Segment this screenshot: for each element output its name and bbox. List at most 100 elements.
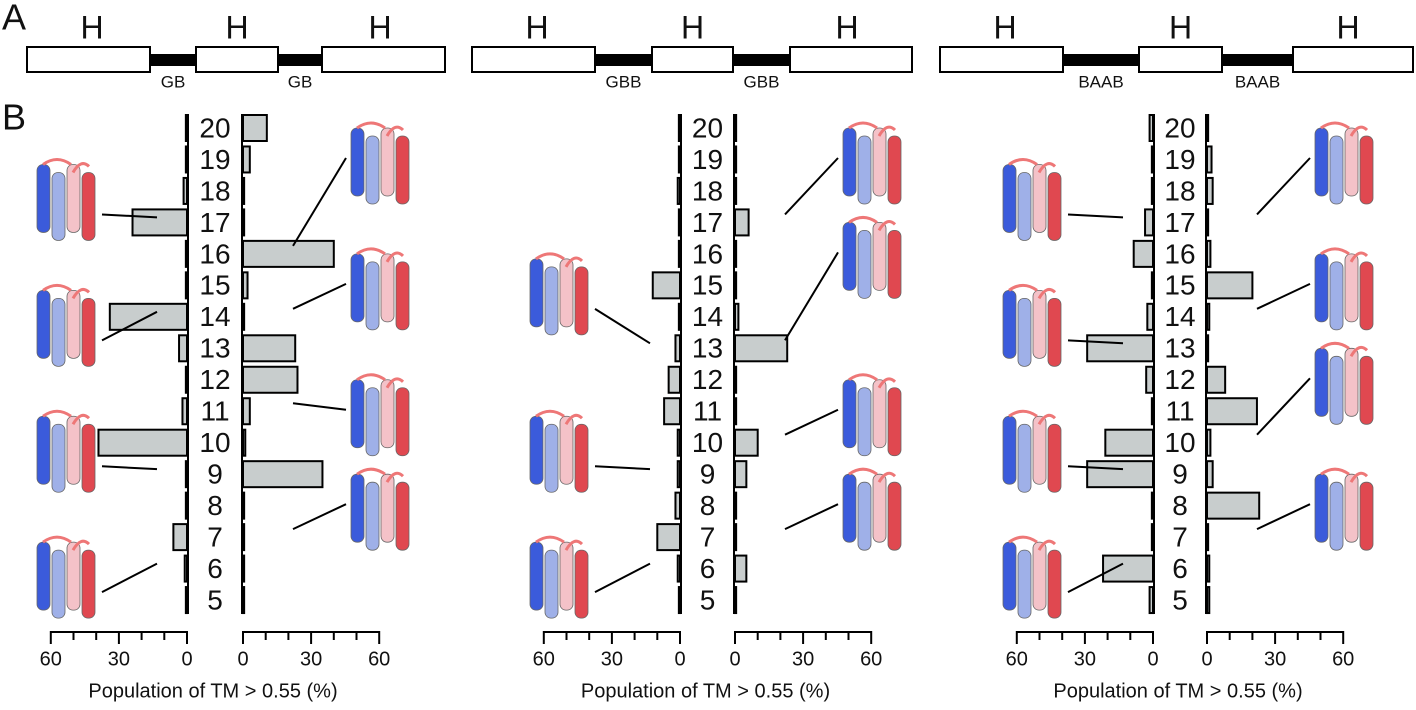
- bar: [1104, 428, 1154, 457]
- helix-label: H: [525, 9, 548, 45]
- protein-cartoon: [529, 535, 589, 619]
- bar: [242, 239, 335, 268]
- helix-cartoon: [1344, 347, 1359, 417]
- x-tick-label: 0: [237, 648, 248, 670]
- bar: [1206, 365, 1227, 394]
- helix-label: H: [1169, 9, 1192, 45]
- protein-cartoon: [842, 121, 902, 205]
- helix-cartoon: [842, 473, 857, 543]
- category-label: 18: [199, 175, 230, 206]
- bar: [184, 365, 189, 394]
- protein-cartoon: [529, 409, 589, 493]
- helix-cartoon: [1002, 415, 1017, 485]
- connector: [1256, 377, 1311, 436]
- category-label: 11: [1165, 396, 1194, 427]
- protein-cartoon: [1002, 157, 1062, 241]
- helix-cartoon: [559, 415, 574, 485]
- bar: [676, 176, 681, 205]
- x-tick-label: 60: [1006, 648, 1028, 670]
- helix-cartoon: [66, 289, 81, 359]
- helix-label: H: [1336, 9, 1359, 45]
- helix-cartoon: [857, 135, 872, 205]
- helix-cartoon: [365, 261, 380, 331]
- helix-cartoon: [1002, 289, 1017, 359]
- connector: [594, 465, 651, 471]
- helix-cartoon: [872, 379, 887, 449]
- category-label: 7: [1172, 522, 1188, 553]
- helix-cartoon: [81, 549, 96, 619]
- loop-cartoon: [535, 535, 584, 551]
- bar: [184, 145, 189, 174]
- x-tick-label: 0: [729, 648, 740, 670]
- helix-cartoon: [529, 541, 544, 611]
- bar: [1206, 271, 1254, 300]
- helix-cartoon: [1017, 549, 1032, 619]
- protein-cartoon: [350, 373, 410, 457]
- helix-cartoon: [887, 135, 902, 205]
- category-label: 7: [207, 522, 223, 553]
- loop-cartoon: [356, 121, 405, 137]
- helix-cartoon: [1032, 415, 1047, 485]
- category-label: 13: [1164, 333, 1195, 364]
- connector: [292, 282, 347, 310]
- bar: [676, 460, 681, 489]
- protein-cartoon: [1002, 283, 1062, 367]
- helix-cartoon: [1032, 164, 1047, 233]
- helix-cartoon: [36, 541, 51, 611]
- category-label: 13: [199, 333, 230, 364]
- helix-cartoon: [66, 415, 81, 485]
- bar: [242, 365, 299, 394]
- loop-cartoon: [535, 409, 584, 426]
- loop-cartoon: [1008, 283, 1057, 300]
- bar: [677, 145, 681, 174]
- bar: [1144, 208, 1155, 237]
- connector: [784, 157, 839, 216]
- connector: [101, 310, 158, 342]
- category-label: 12: [199, 364, 230, 395]
- connector: [784, 503, 839, 531]
- helix-cartoon: [81, 297, 96, 367]
- bar: [242, 491, 246, 520]
- helix-cartoon: [350, 473, 365, 543]
- helix-cartoon: [544, 549, 559, 619]
- helix-cartoon: [1002, 541, 1017, 611]
- category-label: 17: [692, 207, 723, 238]
- loop-cartoon: [1320, 341, 1369, 358]
- helix-cartoon: [857, 481, 872, 551]
- bar: [1150, 397, 1154, 426]
- loop-cartoon: [356, 247, 405, 263]
- x-tick-label: 60: [533, 648, 555, 670]
- helix-cartoon: [842, 127, 857, 197]
- connector: [101, 465, 158, 471]
- bar: [242, 460, 324, 489]
- bar: [1132, 239, 1154, 268]
- protein-cartoon: [1314, 247, 1374, 331]
- bar: [184, 114, 189, 142]
- connector: [1067, 465, 1124, 471]
- category-label: 14: [199, 301, 230, 332]
- helix-cartoon: [380, 473, 395, 543]
- bar: [242, 208, 246, 237]
- bar: [734, 523, 738, 552]
- linker-label: BAAB: [1235, 72, 1280, 91]
- helix-cartoon: [1359, 481, 1374, 551]
- connector: [1067, 562, 1124, 593]
- connector: [101, 562, 158, 593]
- bar: [1206, 397, 1258, 426]
- helix-cartoon: [544, 266, 559, 336]
- helix-box: [789, 46, 913, 73]
- connector: [1067, 213, 1124, 219]
- protein-cartoon: [36, 283, 96, 367]
- helix-cartoon: [857, 230, 872, 299]
- linker-label: GB: [288, 72, 313, 91]
- helix-cartoon: [380, 127, 395, 197]
- helix-box: [1292, 46, 1414, 73]
- category-label: 5: [700, 584, 716, 615]
- bar: [1145, 365, 1154, 394]
- helix-cartoon: [350, 127, 365, 197]
- category-label: 6: [1172, 553, 1188, 584]
- linker: [150, 54, 196, 66]
- x-tick-label: 30: [1074, 648, 1096, 670]
- helix-cartoon: [380, 379, 395, 449]
- bar: [667, 365, 682, 394]
